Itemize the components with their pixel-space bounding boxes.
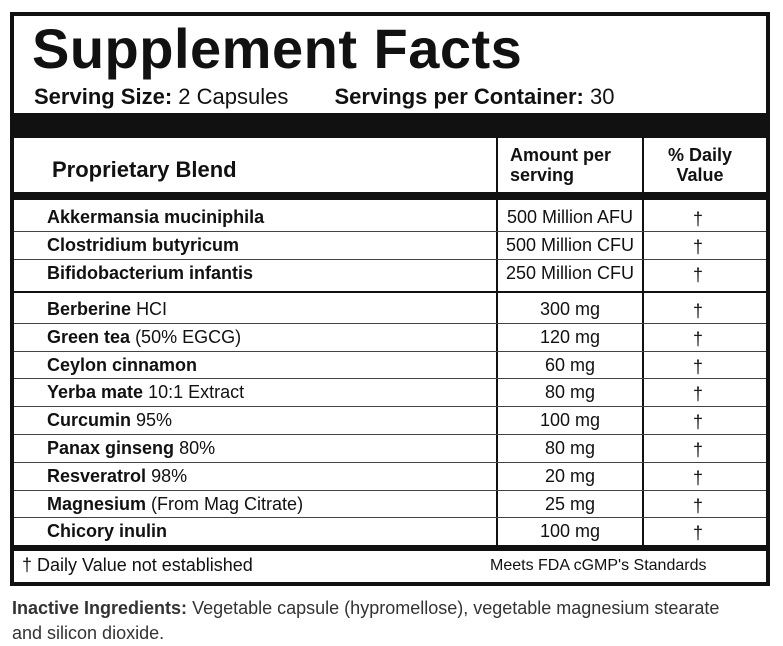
daily-value: †: [692, 265, 703, 285]
column-header: % Daily Value: [667, 145, 733, 185]
column-rule: [642, 138, 644, 545]
ingredient: Chicory inulin: [47, 520, 167, 542]
ingredient-name: Berberine: [47, 299, 132, 319]
row-rule: [14, 406, 766, 408]
amount: 80 mg: [544, 438, 596, 458]
daily-value: †: [692, 467, 703, 488]
row-rule: [14, 259, 766, 260]
amount: 25 mg: [544, 493, 596, 514]
amount: 60 mg: [544, 354, 596, 375]
serving-size-label: Serving Size:: [34, 84, 173, 109]
row-rule: [14, 231, 766, 232]
inactive-label: Inactive Ingredients:: [12, 598, 188, 618]
title: Supplement Facts: [32, 17, 523, 80]
ingredient-detail: 10:1 Extract: [148, 382, 245, 403]
servings-label: Servings per Container:: [334, 84, 584, 109]
serving-line: Serving Size: 2 Capsules Servings per Co…: [34, 84, 614, 110]
ingredient: Resveratrol 98%: [47, 465, 187, 487]
daily-value: †: [692, 440, 703, 460]
amount: 120 mg: [539, 326, 601, 347]
daily-value: †: [692, 495, 703, 516]
ingredient-name: Resveratrol: [47, 465, 147, 486]
thick-rule: [14, 192, 766, 200]
ingredient: Akkermansia muciniphila: [47, 206, 264, 228]
row-rule: [14, 350, 766, 352]
daily-value: †: [692, 328, 703, 349]
ingredient: Clostridium butyricum: [47, 234, 239, 256]
inactive-ingredients: Inactive Ingredients: Vegetable capsule …: [12, 596, 752, 646]
amount: 100 mg: [539, 410, 601, 431]
row-rule: [14, 461, 766, 463]
row-rule: [14, 434, 766, 435]
ingredient-name: Chicory inulin: [47, 521, 168, 542]
row-rule: [14, 489, 766, 491]
ingredient-detail: (50% EGCG): [135, 326, 242, 347]
amount: 500 Million CFU: [505, 235, 635, 255]
inactive-text: Vegetable capsule (hypromellose), vegeta…: [12, 598, 720, 643]
row-rule: [14, 517, 766, 519]
serving-size: 2 Capsules: [178, 84, 289, 109]
amount: 250 Million CFU: [505, 263, 635, 283]
daily-value: †: [692, 356, 703, 377]
ingredient-detail: 95%: [136, 410, 173, 431]
column-rule: [496, 138, 498, 545]
row-rule: [14, 322, 766, 324]
ingredient: Yerba mate 10:1 Extract: [47, 381, 244, 403]
ingredient: Ceylon cinnamon: [47, 354, 197, 376]
footnote: † Daily Value not established: [22, 555, 253, 575]
ingredient-name: Yerba mate: [47, 382, 144, 403]
amount: 80 mg: [544, 382, 596, 403]
column-header: Amount per serving: [510, 145, 611, 185]
section-rule: [14, 291, 766, 293]
daily-value: †: [692, 301, 703, 321]
ingredient-name: Akkermansia muciniphila: [47, 207, 265, 227]
ingredient-detail: 98%: [151, 465, 188, 486]
ingredient-name: Magnesium: [47, 493, 147, 514]
ingredient: Panax ginseng 80%: [47, 437, 215, 459]
ingredient: Berberine HCI: [47, 298, 167, 320]
servings: 30: [590, 84, 615, 109]
ingredient-detail: 80%: [179, 438, 216, 458]
ingredient-name: Green tea: [47, 326, 131, 347]
ingredient: Curcumin 95%: [47, 409, 172, 431]
amount: 300 mg: [539, 299, 601, 319]
label-border: [10, 12, 770, 586]
ingredient-detail: (From Mag Citrate): [151, 493, 304, 514]
daily-value: †: [692, 237, 703, 257]
black-bar: [14, 113, 766, 138]
ingredient-name: Bifidobacterium infantis: [47, 263, 254, 283]
ingredient: Bifidobacterium infantis: [47, 262, 253, 284]
ingredient-detail: HCI: [136, 299, 168, 319]
thick-rule: [14, 545, 766, 551]
ingredient-name: Ceylon cinnamon: [47, 354, 198, 375]
daily-value: †: [692, 412, 703, 433]
amount: 20 mg: [544, 465, 596, 486]
column-header: Proprietary Blend: [52, 157, 237, 182]
row-rule: [14, 378, 766, 380]
ingredient-name: Panax ginseng: [47, 438, 175, 458]
ingredient-name: Curcumin: [47, 410, 132, 431]
ingredient-name: Clostridium butyricum: [47, 235, 240, 255]
daily-value: †: [692, 209, 703, 229]
standard: Meets FDA cGMP's Standards: [490, 557, 707, 574]
amount: 500 Million AFU: [506, 207, 634, 227]
daily-value: †: [692, 523, 703, 544]
daily-value: †: [692, 384, 703, 405]
ingredient: Green tea (50% EGCG): [47, 326, 241, 348]
amount: 100 mg: [539, 521, 601, 542]
ingredient: Magnesium (From Mag Citrate): [47, 493, 303, 515]
